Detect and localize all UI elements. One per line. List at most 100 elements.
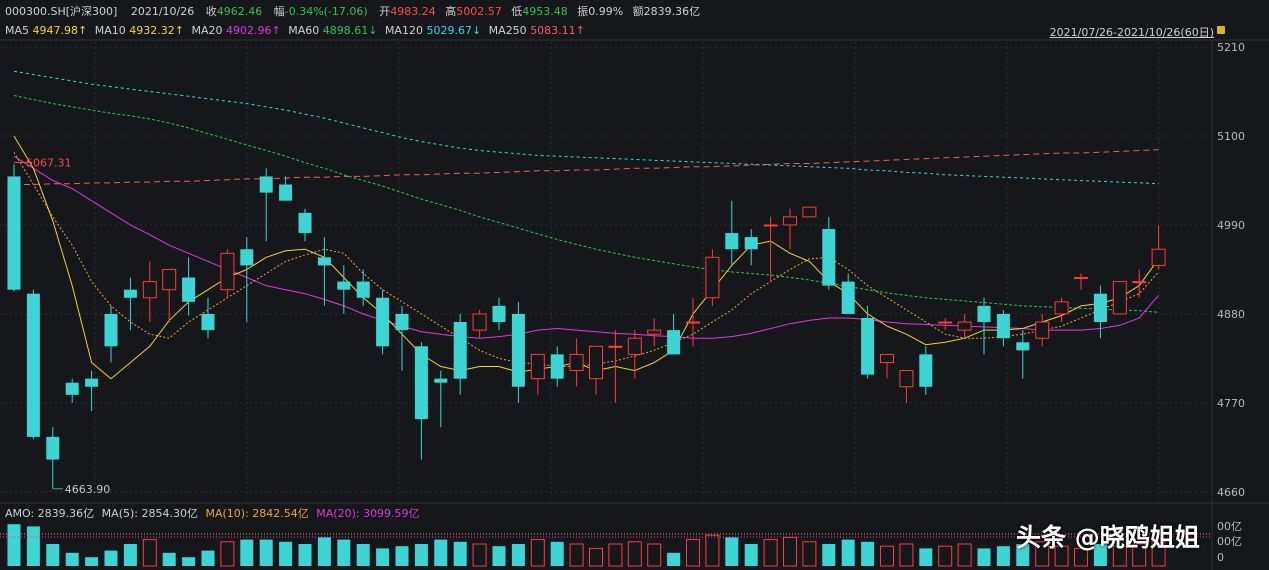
ma60-label: MA60 bbox=[288, 24, 320, 37]
candle-body bbox=[356, 281, 370, 298]
ma-legend: MA5 4947.98↑ MA10 4932.32↑ MA20 4902.96↑… bbox=[5, 24, 585, 38]
volume-axis-label: 00亿 bbox=[1217, 535, 1242, 548]
lock-icon[interactable] bbox=[1217, 26, 1225, 34]
y-tick-label: 5100 bbox=[1217, 130, 1245, 143]
volume-bar bbox=[1132, 543, 1147, 567]
volume-bar bbox=[977, 548, 991, 566]
high-annotation: 5067.31 bbox=[26, 156, 72, 169]
volume-bar bbox=[1074, 547, 1088, 567]
amp-value: 0.99% bbox=[588, 5, 624, 18]
volume-bar bbox=[686, 539, 700, 567]
volume-bar bbox=[608, 543, 623, 567]
volume-bar bbox=[492, 546, 506, 566]
volume-bar bbox=[356, 544, 370, 566]
candle-body bbox=[182, 277, 196, 302]
volume-bar bbox=[85, 557, 99, 566]
candle-body bbox=[201, 313, 215, 331]
candle-body bbox=[841, 281, 855, 314]
index-code: 000300.SH[沪深300] bbox=[5, 5, 118, 18]
amount-label: 额 bbox=[632, 5, 644, 18]
candle-body bbox=[162, 268, 177, 291]
candle-body bbox=[880, 353, 894, 363]
ma120-label: MA120 bbox=[384, 24, 423, 37]
volume-bar bbox=[569, 543, 584, 567]
candle-body bbox=[686, 321, 700, 324]
candle-body bbox=[667, 330, 681, 355]
volume-bar bbox=[530, 539, 545, 567]
candle-body bbox=[337, 281, 351, 290]
candle-body bbox=[414, 346, 428, 420]
volume-bar bbox=[996, 546, 1010, 566]
volume-bar bbox=[725, 537, 739, 566]
candle-body bbox=[705, 256, 720, 299]
open-value: 4983.24 bbox=[390, 5, 436, 18]
volume-bar bbox=[550, 541, 564, 566]
volume-bar bbox=[298, 544, 312, 566]
candle-body bbox=[783, 216, 797, 226]
date-range-selector[interactable]: 2021/07/26-2021/10/26(60日) bbox=[1049, 26, 1214, 39]
volume-bar bbox=[957, 543, 972, 567]
low-value: 4953.48 bbox=[522, 5, 568, 18]
candle-body bbox=[259, 176, 273, 193]
candle-body bbox=[919, 354, 933, 387]
candle-body bbox=[46, 436, 60, 460]
candle-body bbox=[1054, 301, 1069, 315]
candle-body bbox=[1132, 281, 1147, 284]
volume-bar bbox=[880, 545, 894, 567]
y-tick-label: 4660 bbox=[1217, 486, 1245, 499]
candle-body bbox=[472, 313, 487, 331]
low-label: 低 bbox=[511, 5, 523, 18]
high-value: 5002.57 bbox=[456, 5, 502, 18]
volume-bar bbox=[841, 539, 855, 566]
candle-body bbox=[1035, 321, 1050, 339]
volume-bar bbox=[744, 544, 758, 566]
volume-bar bbox=[472, 543, 487, 567]
volume-bar bbox=[220, 541, 235, 567]
candle-body bbox=[395, 313, 409, 331]
candle-body bbox=[104, 313, 118, 347]
change-value: -0.34%(-17.06) bbox=[284, 5, 368, 18]
volume-bar bbox=[123, 544, 137, 566]
candle-body bbox=[1074, 277, 1088, 280]
change-label: 幅 bbox=[273, 5, 285, 18]
close-value: 4962.46 bbox=[216, 5, 263, 18]
volume-bar bbox=[162, 552, 176, 566]
volume-bar bbox=[259, 539, 273, 566]
candle-body bbox=[608, 345, 623, 348]
candle-body bbox=[298, 212, 312, 234]
candle-body bbox=[977, 305, 991, 323]
candle-body bbox=[569, 353, 584, 372]
candle-body bbox=[647, 329, 662, 335]
volume-bar bbox=[763, 539, 778, 567]
open-label: 开 bbox=[379, 5, 391, 18]
y-tick-label: 4990 bbox=[1217, 219, 1245, 232]
volume-bar bbox=[182, 557, 196, 566]
volume-bar bbox=[705, 534, 720, 567]
volume-bar bbox=[919, 548, 933, 566]
high-label: 高 bbox=[445, 5, 457, 18]
candle-body bbox=[1093, 293, 1107, 323]
amo-ma20: MA(20): 3099.59亿 bbox=[316, 507, 420, 520]
y-tick-label: 4770 bbox=[1217, 397, 1245, 410]
volume-axis-label: 00亿 bbox=[1217, 520, 1242, 533]
candle-body bbox=[453, 322, 467, 379]
candle-body bbox=[725, 233, 739, 250]
volume-bar bbox=[1016, 544, 1030, 566]
volume-bar bbox=[1093, 544, 1107, 566]
volume-axis-label: 0 bbox=[1217, 551, 1224, 564]
candle-body bbox=[65, 382, 79, 395]
volume-bar bbox=[453, 541, 467, 566]
candle-body bbox=[899, 370, 914, 388]
candle-body bbox=[589, 345, 603, 380]
candle-body bbox=[957, 321, 972, 331]
watermark: 头条 @晓鸥姐姐 bbox=[1016, 523, 1200, 552]
ma60-line bbox=[13, 95, 1159, 313]
amount-value: 2839.36亿 bbox=[643, 5, 701, 18]
candle-body bbox=[1016, 342, 1030, 351]
ma10-value: 4932.32↑ bbox=[129, 24, 184, 37]
ma250-line bbox=[14, 149, 1159, 185]
volume-bar bbox=[627, 541, 642, 567]
volume-bar bbox=[65, 552, 79, 566]
candle-body bbox=[550, 354, 564, 379]
